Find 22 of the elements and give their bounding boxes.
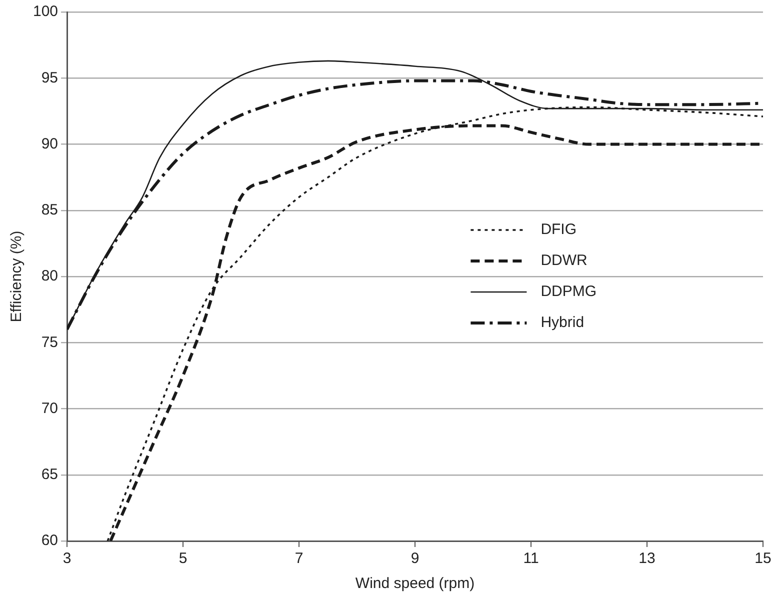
legend-label: DDWR [540,252,588,270]
y-tick-label: 100 [32,3,58,20]
x-tick-label: 9 [410,550,420,568]
y-axis-title: Efficiency (%) [8,230,26,322]
y-tick-label: 65 [41,466,58,484]
x-tick-label: 13 [638,550,656,568]
legend-label: DFIG [540,221,577,238]
y-tick-label: 95 [41,69,58,86]
y-tick-label: 85 [41,202,58,219]
legend-label: DDPMG [540,283,597,300]
x-tick-label: 7 [294,550,304,568]
legend-label: Hybrid [540,314,584,332]
y-tick-label: 70 [41,400,58,417]
y-tick-label: 75 [41,334,58,351]
y-tick-label: 60 [41,532,58,550]
y-tick-label: 90 [41,135,58,152]
x-tick-label: 11 [523,550,539,568]
x-tick-label: 15 [754,550,772,568]
x-axis-title: Wind speed (rpm) [355,575,475,592]
y-tick-label: 80 [41,268,58,285]
x-tick-label: 5 [178,550,188,568]
x-tick-label: 3 [62,550,72,568]
